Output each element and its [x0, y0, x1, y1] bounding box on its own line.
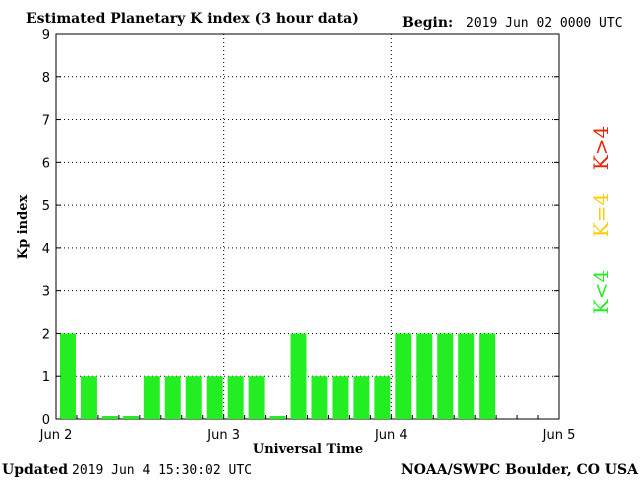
kp-bar — [164, 376, 181, 419]
y-tick-label: 7 — [42, 114, 50, 129]
x-axis-label: Universal Time — [253, 442, 363, 457]
y-tick-label: 1 — [42, 370, 50, 385]
kp-bar — [311, 376, 328, 419]
y-axis-label: Kp index — [16, 195, 31, 260]
kp-bar — [227, 376, 244, 419]
kp-bar — [416, 333, 433, 419]
legend-high: K>4 — [589, 126, 613, 170]
y-tick-label: 6 — [42, 156, 50, 171]
kp-bar — [143, 376, 160, 419]
x-tick-label: Jun 4 — [374, 428, 408, 443]
kp-bar — [290, 333, 307, 419]
kp-bar — [60, 333, 76, 419]
y-ticks: 0 1 2 3 4 5 6 7 8 9 — [42, 28, 559, 428]
kp-bar — [332, 376, 349, 419]
kp-bar — [206, 376, 223, 419]
chart-title: Estimated Planetary K index (3 hour data… — [26, 11, 359, 27]
legend: K<4 K=4 K>4 — [589, 126, 613, 314]
y-tick-label: 2 — [42, 327, 50, 342]
legend-mid: K=4 — [589, 193, 613, 237]
begin-value: 2019 Jun 02 0000 UTC — [466, 16, 623, 31]
y-tick-label: 5 — [42, 199, 50, 214]
kp-bar — [374, 376, 391, 419]
x-tick-label: Jun 2 — [39, 428, 73, 443]
y-tick-label: 0 — [42, 413, 50, 428]
y-tick-label: 4 — [42, 242, 50, 257]
x-tick-label: Jun 5 — [542, 428, 576, 443]
kp-bar — [353, 376, 370, 419]
x-ticks: Jun 2 Jun 3 Jun 4 Jun 5 — [39, 415, 576, 443]
x-tick-label: Jun 3 — [206, 428, 240, 443]
y-tick-label: 3 — [42, 285, 50, 300]
legend-low: K<4 — [589, 270, 613, 314]
kp-bar — [437, 333, 454, 419]
grid-lines — [56, 34, 559, 419]
kp-bar — [80, 376, 97, 419]
y-tick-label: 8 — [42, 71, 50, 86]
kp-bar — [479, 333, 496, 419]
updated-label: Updated — [2, 462, 68, 478]
kp-bar — [395, 333, 412, 419]
kp-bar — [269, 416, 286, 419]
kp-bar — [458, 333, 475, 419]
kp-bar — [122, 416, 139, 419]
kp-bar — [101, 416, 118, 419]
bars — [60, 333, 496, 419]
kp-bar — [185, 376, 202, 419]
begin-label: Begin: — [402, 15, 453, 31]
kp-bar — [248, 376, 265, 419]
source-credit: NOAA/SWPC Boulder, CO USA — [401, 462, 639, 478]
updated-value: 2019 Jun 4 15:30:02 UTC — [72, 463, 252, 478]
y-tick-label: 9 — [42, 28, 50, 43]
